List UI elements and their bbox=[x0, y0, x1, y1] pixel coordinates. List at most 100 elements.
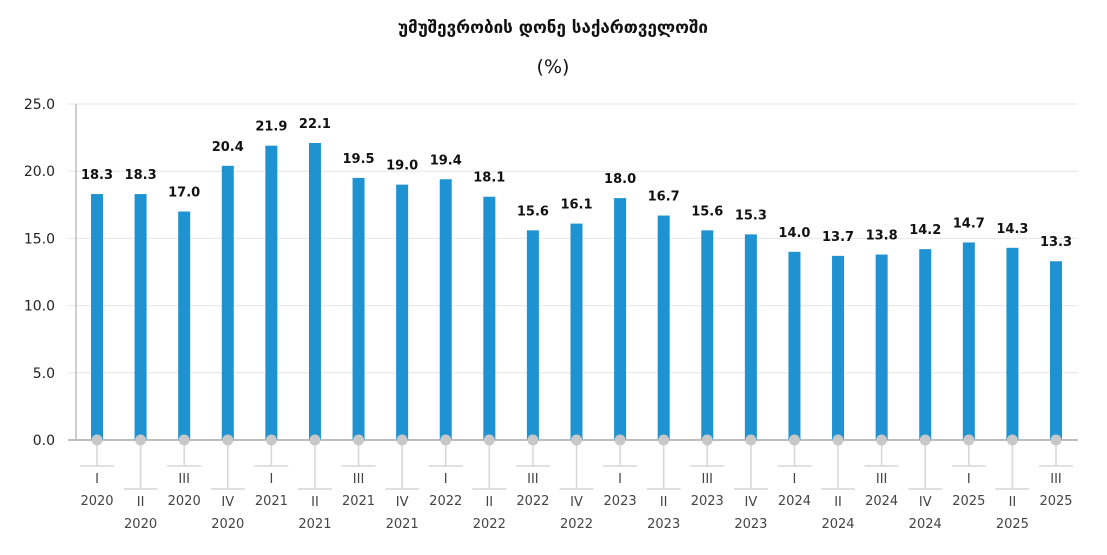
data-label: 16.7 bbox=[648, 190, 680, 205]
bar-base-marker bbox=[571, 434, 582, 446]
bar bbox=[352, 177, 365, 441]
x-label-quarter: IV bbox=[221, 495, 234, 510]
data-label: 18.3 bbox=[125, 168, 157, 183]
data-label: 13.7 bbox=[822, 230, 854, 245]
data-label: 20.4 bbox=[212, 140, 244, 155]
x-label-quarter: III bbox=[1050, 472, 1062, 487]
y-tick-label: 0.0 bbox=[33, 433, 55, 449]
data-label: 22.1 bbox=[299, 117, 331, 132]
bars: 18.3 18.3 17.0 20.4 21.9 22.1 19.5 19.0 19.4 18.1… bbox=[80, 117, 1073, 490]
x-label-quarter: III bbox=[353, 472, 365, 487]
bar-base-marker bbox=[440, 434, 452, 446]
bar bbox=[483, 196, 496, 440]
x-label-year: 2025 bbox=[1039, 494, 1072, 509]
x-label-year: 2022 bbox=[560, 517, 593, 532]
bar-base-marker bbox=[91, 434, 103, 446]
bar-base-marker bbox=[701, 434, 713, 446]
bar bbox=[396, 184, 409, 440]
bar bbox=[526, 230, 539, 440]
x-label-quarter: III bbox=[527, 472, 539, 487]
x-label-year: 2024 bbox=[909, 517, 942, 532]
data-label: 14.3 bbox=[996, 222, 1028, 237]
bar bbox=[134, 194, 147, 440]
data-label: 17.0 bbox=[168, 186, 200, 201]
y-tick-label: 25.0 bbox=[24, 97, 55, 113]
bar bbox=[570, 223, 583, 440]
data-label: 19.5 bbox=[343, 152, 375, 167]
x-label-year: 2022 bbox=[473, 517, 506, 532]
x-label-quarter: I bbox=[269, 472, 273, 487]
data-label: 13.3 bbox=[1040, 235, 1072, 250]
data-label: 13.8 bbox=[866, 229, 898, 244]
bar-base-marker bbox=[265, 434, 277, 446]
data-label: 18.1 bbox=[473, 171, 505, 186]
x-label-quarter: II bbox=[137, 495, 145, 510]
bar bbox=[744, 234, 757, 440]
x-label-year: 2023 bbox=[734, 517, 767, 532]
bar bbox=[178, 211, 191, 440]
bar-base-marker bbox=[222, 434, 234, 446]
data-label: 19.4 bbox=[430, 153, 462, 168]
x-label-quarter: IV bbox=[396, 495, 409, 510]
y-axis-ticks: 0.0 5.0 10.0 15.0 20.0 25.0 bbox=[24, 97, 55, 449]
x-label-quarter: III bbox=[178, 472, 190, 487]
bar-base-marker bbox=[876, 434, 888, 446]
bar-base-marker bbox=[1006, 434, 1018, 446]
data-label: 15.6 bbox=[691, 204, 723, 219]
bar-base-marker bbox=[832, 434, 844, 446]
data-label: 18.3 bbox=[81, 168, 113, 183]
bar-base-marker bbox=[309, 434, 321, 446]
y-tick-label: 15.0 bbox=[24, 231, 55, 247]
x-label-year: 2020 bbox=[168, 494, 201, 509]
bar bbox=[614, 198, 627, 440]
x-label-year: 2021 bbox=[298, 517, 331, 532]
x-label-quarter: II bbox=[1009, 495, 1017, 510]
x-label-quarter: I bbox=[95, 472, 99, 487]
bar-base-marker bbox=[614, 434, 626, 446]
x-label-year: 2025 bbox=[952, 494, 985, 509]
bar-base-marker bbox=[483, 434, 495, 446]
bar-base-marker bbox=[745, 434, 757, 446]
bar bbox=[91, 194, 103, 440]
data-label: 14.7 bbox=[953, 216, 985, 231]
bar-base-marker bbox=[658, 434, 670, 446]
x-label-year: 2020 bbox=[124, 517, 157, 532]
x-label-quarter: II bbox=[311, 495, 319, 510]
data-label: 14.0 bbox=[778, 226, 810, 241]
x-label-year: 2021 bbox=[255, 494, 288, 509]
x-label-quarter: IV bbox=[744, 495, 757, 510]
y-tick-label: 10.0 bbox=[24, 299, 55, 315]
bar-base-marker bbox=[135, 434, 147, 446]
bar-base-marker bbox=[178, 434, 190, 446]
bar bbox=[701, 230, 714, 440]
x-label-quarter: II bbox=[660, 495, 668, 510]
bar bbox=[221, 165, 234, 440]
bar bbox=[439, 179, 452, 440]
x-label-quarter: I bbox=[967, 472, 971, 487]
bar-base-marker bbox=[353, 434, 365, 446]
x-label-year: 2024 bbox=[778, 494, 811, 509]
bar bbox=[1006, 247, 1019, 440]
x-label-year: 2023 bbox=[647, 517, 680, 532]
bar-base-marker bbox=[527, 434, 539, 446]
bar-base-marker bbox=[963, 434, 975, 446]
data-label: 21.9 bbox=[255, 120, 287, 135]
y-tick-label: 20.0 bbox=[24, 164, 55, 180]
bar-base-marker bbox=[396, 434, 408, 446]
x-label-year: 2023 bbox=[604, 494, 637, 509]
chart-title: უმუშევრობის დონე საქართველოში bbox=[398, 18, 708, 38]
y-tick-label: 5.0 bbox=[33, 366, 55, 382]
x-label-year: 2024 bbox=[821, 517, 854, 532]
x-label-year: 2025 bbox=[996, 517, 1029, 532]
x-label-quarter: IV bbox=[570, 495, 583, 510]
bar bbox=[1050, 261, 1062, 440]
x-label-year: 2024 bbox=[865, 494, 898, 509]
x-label-quarter: I bbox=[793, 472, 797, 487]
x-label-year: 2021 bbox=[386, 517, 419, 532]
bar-base-marker bbox=[919, 434, 931, 446]
x-label-quarter: II bbox=[834, 495, 842, 510]
chart-subtitle: (%) bbox=[537, 56, 570, 78]
bar bbox=[875, 254, 888, 440]
